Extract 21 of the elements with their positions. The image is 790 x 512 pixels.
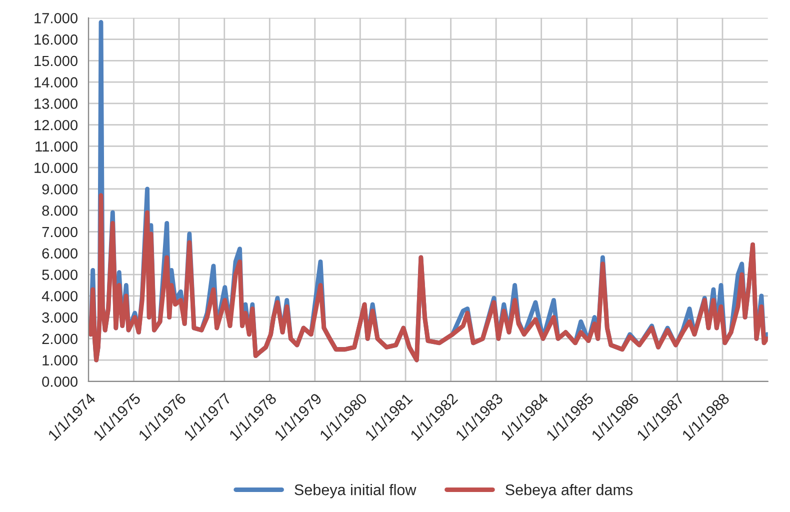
y-tick-label: 4.000 — [42, 291, 78, 302]
y-tick-label: 5.000 — [42, 270, 78, 280]
y-tick-label: 17.000 — [34, 13, 78, 24]
y-tick-label: 13.000 — [34, 98, 78, 109]
y-tick-label: 6.000 — [42, 248, 78, 259]
legend-label: Sebeya initial flow — [294, 484, 416, 498]
y-tick-label: 16.000 — [34, 34, 78, 45]
y-tick-label: 9.000 — [42, 184, 78, 194]
y-tick-label: 8.000 — [42, 205, 78, 216]
y-tick-label: 11.000 — [36, 141, 78, 152]
y-tick-label: 15.000 — [34, 56, 78, 66]
y-tick-label: 2.000 — [42, 334, 78, 344]
y-tick-label: 3.000 — [42, 312, 78, 323]
y-tick-label: 14.000 — [34, 77, 78, 88]
y-tick-label: 12.000 — [34, 120, 78, 130]
y-tick-label: 1.000 — [42, 355, 78, 366]
y-tick-label: 0.000 — [42, 376, 78, 387]
y-tick-label: 7.000 — [42, 226, 78, 238]
line-series — [88, 193, 768, 362]
legend-label: Sebeya after dams — [506, 484, 633, 498]
y-tick-label: 10.000 — [34, 162, 78, 174]
